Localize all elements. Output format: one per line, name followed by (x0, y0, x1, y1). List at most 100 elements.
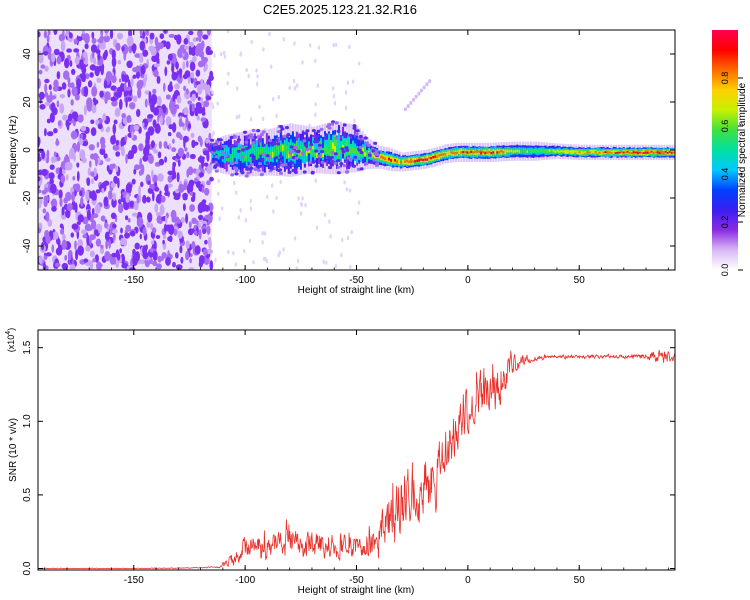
band-speckle (291, 155, 296, 160)
noise-speckle (66, 203, 73, 212)
noise-speckle (205, 138, 210, 144)
band-cell (344, 135, 346, 149)
band-cell (374, 154, 377, 158)
band-speckle (305, 129, 310, 133)
noise-speckle-faint (358, 61, 361, 66)
band-cell (454, 152, 457, 155)
band-cell (588, 151, 591, 154)
band-cell (670, 151, 673, 154)
noise-speckle (204, 214, 211, 220)
band-cell (247, 150, 250, 162)
band-cell (316, 152, 318, 159)
noise-speckle (183, 107, 189, 116)
noise-speckle (191, 103, 196, 112)
noise-speckle (126, 60, 133, 69)
band-speckle (256, 168, 261, 172)
noise-speckle (59, 223, 64, 229)
noise-speckle-faint (268, 31, 271, 37)
noise-speckle-faint (275, 195, 278, 201)
noise-speckle (162, 234, 167, 240)
band-cell (432, 156, 435, 159)
noise-speckle (197, 135, 202, 143)
noise-speckle (195, 69, 201, 77)
band-cell (303, 144, 306, 151)
band-speckle (367, 143, 371, 147)
noise-speckle-faint (296, 258, 300, 264)
spectrogram-signal-band (210, 120, 675, 178)
streak-dot (409, 101, 413, 105)
noise-speckle (126, 114, 132, 123)
noise-speckle (63, 197, 69, 204)
noise-speckle (94, 205, 100, 211)
band-cell (662, 151, 665, 154)
band-cell (336, 136, 338, 157)
band-speckle (364, 162, 369, 166)
band-cell (414, 160, 417, 163)
band-cell (235, 146, 238, 153)
band-cell (253, 148, 256, 155)
noise-speckle (83, 33, 90, 44)
noise-speckle (99, 147, 106, 156)
band-cell (299, 149, 302, 156)
band-speckle (317, 154, 322, 158)
band-cell (616, 151, 619, 154)
noise-speckle-faint (356, 210, 360, 216)
band-cell (348, 149, 350, 156)
noise-speckle (167, 132, 172, 137)
spectrogram-x-label: Height of straight line (km) (298, 285, 415, 296)
noise-speckle (71, 111, 79, 120)
noise-speckle (167, 170, 174, 176)
band-speckle (330, 151, 335, 155)
noise-speckle (79, 59, 84, 69)
noise-speckle (43, 198, 48, 208)
noise-speckle (119, 98, 123, 110)
band-cell (486, 151, 489, 154)
streak-dot (422, 85, 426, 90)
band-cell (642, 152, 645, 154)
band-speckle (355, 129, 360, 133)
x-tick-label: -150 (124, 275, 144, 286)
noise-speckle (80, 125, 87, 132)
band-speckle (352, 164, 357, 168)
band-cell (538, 149, 541, 152)
noise-speckle (182, 61, 186, 70)
band-speckle (230, 173, 235, 177)
noise-speckle (208, 132, 212, 141)
noise-speckle (67, 89, 71, 98)
noise-speckle (147, 212, 153, 223)
band-cell (574, 150, 577, 153)
band-cell (350, 147, 352, 154)
band-cell (672, 151, 675, 154)
snr-x-axis: -150 -100 -50 0 50 (44, 330, 669, 586)
band-cell (372, 153, 375, 157)
band-cell (536, 150, 539, 153)
band-speckle (232, 166, 237, 170)
band-speckle (334, 121, 339, 125)
noise-speckle (96, 263, 103, 268)
noise-speckle (79, 138, 84, 146)
noise-speckle (198, 254, 205, 265)
band-speckle (256, 129, 261, 133)
noise-speckle-faint (213, 53, 216, 58)
band-cell (334, 146, 336, 153)
noise-speckle (132, 254, 138, 266)
noise-speckle (69, 60, 73, 67)
noise-speckle (91, 219, 97, 230)
band-cell (275, 143, 278, 150)
band-cell (552, 149, 555, 152)
noise-speckle (83, 258, 89, 263)
noise-speckle (104, 30, 109, 34)
band-speckle (270, 143, 275, 147)
noise-speckle-faint (261, 240, 264, 245)
noise-speckle (85, 73, 90, 80)
noise-speckle (103, 180, 110, 186)
snr-y-label: SNR (10 * v/v) (8, 418, 19, 482)
spectrogram-y-label: Frequency (Hz) (8, 116, 19, 185)
noise-speckle (176, 172, 180, 183)
noise-speckle (65, 210, 69, 218)
band-speckle (353, 155, 358, 159)
y-tick-label: -40 (22, 238, 33, 253)
band-speckle (251, 158, 256, 162)
noise-speckle (192, 141, 199, 146)
noise-speckle (130, 77, 134, 87)
